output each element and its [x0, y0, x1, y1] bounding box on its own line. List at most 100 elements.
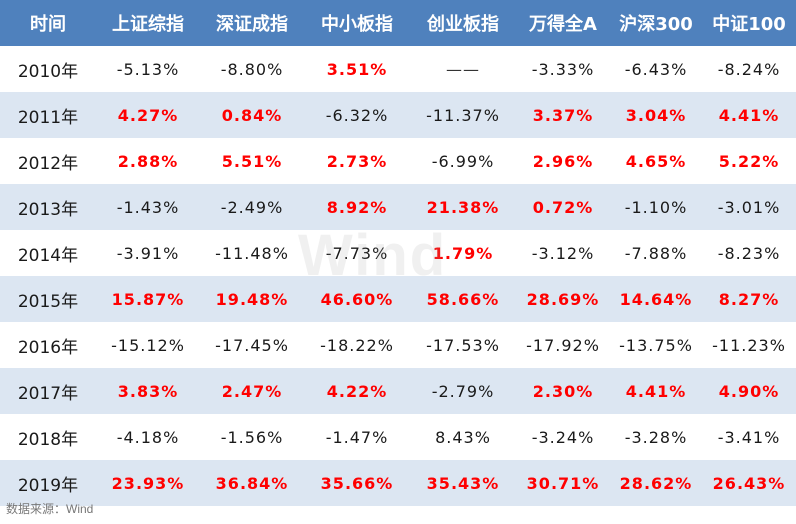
- table-row: 2014年 -3.91% -11.48% -7.73% 1.79% -3.12% -7.88…: [0, 230, 796, 276]
- table-row: 2013年 -1.43% -2.49% 8.92% 21.38% 0.72% -1.10% -…: [0, 184, 796, 230]
- return-cell: -3.33%: [516, 46, 610, 92]
- year-cell: 2017年: [0, 368, 96, 414]
- year-cell: 2010年: [0, 46, 96, 92]
- year-cell: 2014年: [0, 230, 96, 276]
- return-cell: 5.51%: [200, 138, 304, 184]
- return-cell: 21.38%: [410, 184, 516, 230]
- return-cell: 28.69%: [516, 276, 610, 322]
- header-cell-wind-all-a: 万得全A: [516, 0, 610, 46]
- year-cell: 2015年: [0, 276, 96, 322]
- return-cell: -2.49%: [200, 184, 304, 230]
- return-cell: -6.99%: [410, 138, 516, 184]
- header-cell-time: 时间: [0, 0, 96, 46]
- table-row: 2012年 2.88% 5.51% 2.73% -6.99% 2.96% 4.65% 5.22…: [0, 138, 796, 184]
- return-cell: 1.79%: [410, 230, 516, 276]
- return-cell: 36.84%: [200, 460, 304, 506]
- return-cell: -17.53%: [410, 322, 516, 368]
- return-cell: -18.22%: [304, 322, 410, 368]
- return-cell: 4.27%: [96, 92, 200, 138]
- return-cell: -3.12%: [516, 230, 610, 276]
- return-cell: -7.88%: [610, 230, 702, 276]
- table-row: 2010年 -5.13% -8.80% 3.51% —— -3.33% -6.43% -8.2…: [0, 46, 796, 92]
- index-returns-table: 时间 上证综指 深证成指 中小板指 创业板指 万得全A 沪深300 中证100 …: [0, 0, 796, 506]
- table-row: 2018年 -4.18% -1.56% -1.47% 8.43% -3.24% -3.28%…: [0, 414, 796, 460]
- return-cell: -11.23%: [702, 322, 796, 368]
- return-cell: 5.22%: [702, 138, 796, 184]
- year-cell: 2019年: [0, 460, 96, 506]
- return-cell: -17.92%: [516, 322, 610, 368]
- return-cell: 14.64%: [610, 276, 702, 322]
- header-cell-szse-component: 深证成指: [200, 0, 304, 46]
- return-cell: -11.48%: [200, 230, 304, 276]
- return-cell: 4.41%: [702, 92, 796, 138]
- return-cell: -6.32%: [304, 92, 410, 138]
- return-cell: -15.12%: [96, 322, 200, 368]
- return-cell: 46.60%: [304, 276, 410, 322]
- return-cell: 0.72%: [516, 184, 610, 230]
- return-cell: 2.96%: [516, 138, 610, 184]
- return-cell: 3.37%: [516, 92, 610, 138]
- header-cell-sse-composite: 上证综指: [96, 0, 200, 46]
- return-cell: 4.41%: [610, 368, 702, 414]
- return-cell: -8.24%: [702, 46, 796, 92]
- return-cell: ——: [410, 46, 516, 92]
- return-cell: -1.43%: [96, 184, 200, 230]
- return-cell: 58.66%: [410, 276, 516, 322]
- return-cell: -2.79%: [410, 368, 516, 414]
- return-cell: -4.18%: [96, 414, 200, 460]
- return-cell: 23.93%: [96, 460, 200, 506]
- return-cell: -17.45%: [200, 322, 304, 368]
- return-cell: -8.23%: [702, 230, 796, 276]
- return-cell: 2.30%: [516, 368, 610, 414]
- return-cell: -7.73%: [304, 230, 410, 276]
- year-cell: 2016年: [0, 322, 96, 368]
- return-cell: 28.62%: [610, 460, 702, 506]
- table-row: 2019年 23.93% 36.84% 35.66% 35.43% 30.71% 28.62…: [0, 460, 796, 506]
- return-cell: -1.47%: [304, 414, 410, 460]
- return-cell: 2.47%: [200, 368, 304, 414]
- return-cell: -5.13%: [96, 46, 200, 92]
- year-cell: 2013年: [0, 184, 96, 230]
- return-cell: 26.43%: [702, 460, 796, 506]
- return-cell: 4.65%: [610, 138, 702, 184]
- return-cell: -13.75%: [610, 322, 702, 368]
- return-cell: 2.88%: [96, 138, 200, 184]
- return-cell: 35.43%: [410, 460, 516, 506]
- return-cell: 4.90%: [702, 368, 796, 414]
- return-cell: 3.04%: [610, 92, 702, 138]
- return-cell: -3.24%: [516, 414, 610, 460]
- header-cell-csi300: 沪深300: [610, 0, 702, 46]
- return-cell: -11.37%: [410, 92, 516, 138]
- header-cell-sme-board: 中小板指: [304, 0, 410, 46]
- return-cell: 2.73%: [304, 138, 410, 184]
- return-cell: 3.83%: [96, 368, 200, 414]
- return-cell: 8.27%: [702, 276, 796, 322]
- year-cell: 2011年: [0, 92, 96, 138]
- header-cell-chinext: 创业板指: [410, 0, 516, 46]
- year-cell: 2012年: [0, 138, 96, 184]
- data-source-note: 数据来源：Wind: [6, 502, 94, 516]
- table-row: 2011年 4.27% 0.84% -6.32% -11.37% 3.37% 3.04% 4.…: [0, 92, 796, 138]
- return-cell: -1.10%: [610, 184, 702, 230]
- return-cell: -1.56%: [200, 414, 304, 460]
- return-cell: 19.48%: [200, 276, 304, 322]
- return-cell: 3.51%: [304, 46, 410, 92]
- year-cell: 2018年: [0, 414, 96, 460]
- header-row: 时间 上证综指 深证成指 中小板指 创业板指 万得全A 沪深300 中证100: [0, 0, 796, 46]
- return-cell: 8.92%: [304, 184, 410, 230]
- return-cell: 35.66%: [304, 460, 410, 506]
- return-cell: -6.43%: [610, 46, 702, 92]
- return-cell: -3.41%: [702, 414, 796, 460]
- table-row: 2016年 -15.12% -17.45% -18.22% -17.53% -17.92%…: [0, 322, 796, 368]
- return-cell: 0.84%: [200, 92, 304, 138]
- return-cell: -8.80%: [200, 46, 304, 92]
- return-cell: 15.87%: [96, 276, 200, 322]
- return-cell: 4.22%: [304, 368, 410, 414]
- return-cell: -3.01%: [702, 184, 796, 230]
- table-row: 2017年 3.83% 2.47% 4.22% -2.79% 2.30% 4.41% 4.90…: [0, 368, 796, 414]
- return-cell: 30.71%: [516, 460, 610, 506]
- table-row: 2015年 15.87% 19.48% 46.60% 58.66% 28.69% 14.64…: [0, 276, 796, 322]
- return-cell: 8.43%: [410, 414, 516, 460]
- header-cell-csi100: 中证100: [702, 0, 796, 46]
